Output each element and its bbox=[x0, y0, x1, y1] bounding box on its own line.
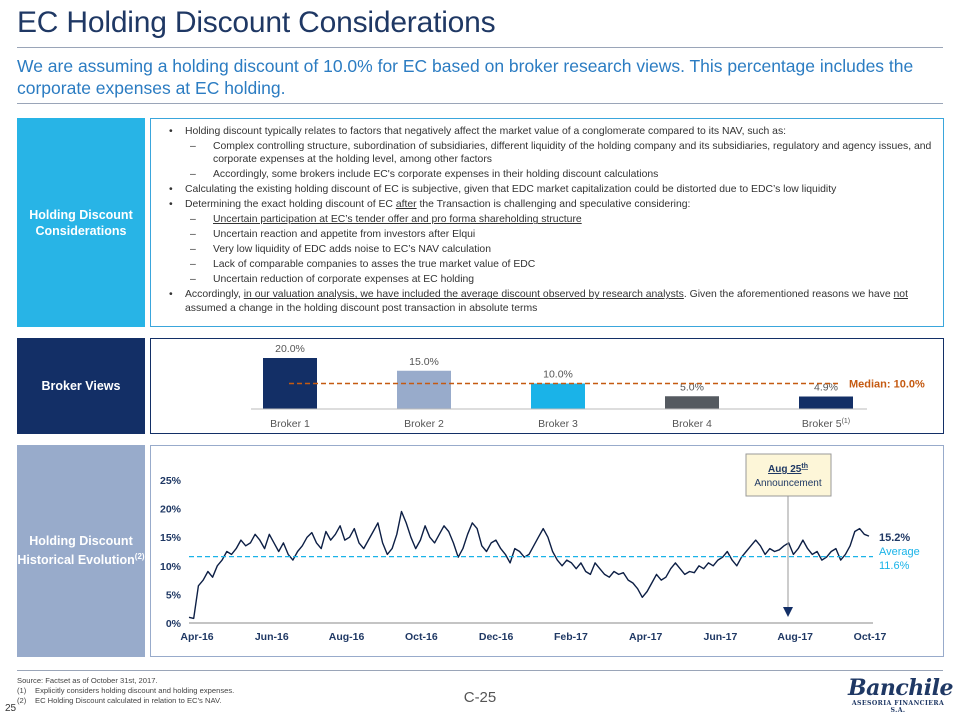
logo-name: Banchile bbox=[848, 675, 953, 701]
bar-value-label: 10.0% bbox=[543, 369, 573, 381]
sub-bullet-item: Uncertain reduction of corporate expense… bbox=[165, 273, 933, 287]
bullet-text: Determining the exact holding discount o… bbox=[185, 199, 396, 211]
y-tick-label: 15% bbox=[160, 532, 182, 544]
considerations-list: Holding discount typically relates to fa… bbox=[165, 125, 933, 315]
sub-bullet-item: Very low liquidity of EDC adds noise to … bbox=[165, 243, 933, 257]
bar-5 bbox=[799, 396, 853, 409]
x-tick-label: Apr-16 bbox=[180, 631, 213, 643]
bar-value-label: 4.9% bbox=[814, 382, 838, 394]
historical-panel: 0% 5% 10% 15% 20% 25% Apr-16 Jun-16 Aug-16 Oct-16… bbox=[150, 445, 944, 657]
bar-category-label: Broker 2 bbox=[404, 418, 444, 430]
bar-4 bbox=[665, 396, 719, 409]
sub-bullet-item: Uncertain reaction and appetite from inv… bbox=[165, 228, 933, 242]
footer-divider bbox=[17, 670, 943, 671]
x-tick-label: Apr-17 bbox=[629, 631, 662, 643]
last-value-label: 15.2% bbox=[879, 532, 910, 544]
announcement-date: Aug 25th bbox=[768, 463, 808, 475]
bullet-text: Accordingly, bbox=[185, 289, 244, 301]
broker-bar-chart: 20.0%Broker 115.0%Broker 210.0%Broker 35… bbox=[251, 343, 925, 430]
page-number: 25 bbox=[5, 703, 17, 714]
bullet-item: Determining the exact holding discount o… bbox=[165, 198, 933, 212]
historical-line-chart: 0% 5% 10% 15% 20% 25% Apr-16 Jun-16 Aug-16 Oct-16… bbox=[160, 453, 920, 643]
x-tick-label: Jun-16 bbox=[255, 631, 289, 643]
x-tick-label: Feb-17 bbox=[554, 631, 588, 643]
bar-value-label: 20.0% bbox=[275, 343, 305, 355]
y-tick-label: 25% bbox=[160, 475, 182, 487]
bullet-item: Holding discount typically relates to fa… bbox=[165, 125, 933, 139]
bar-value-label: 15.0% bbox=[409, 356, 439, 368]
historical-label-main: Holding Discount Historical Evolution bbox=[17, 534, 135, 568]
footnote-number: (1) bbox=[17, 686, 27, 695]
average-label: Average bbox=[879, 546, 920, 558]
considerations-label-text: Holding Discount Considerations bbox=[29, 207, 133, 238]
footnote-number: (2) bbox=[17, 696, 27, 705]
average-value-label: 11.6% bbox=[879, 560, 910, 572]
y-tick-label: 5% bbox=[166, 589, 182, 601]
footnote-text: EC Holding Discount calculated in relati… bbox=[35, 696, 222, 705]
historical-label-text: Holding Discount Historical Evolution(2) bbox=[17, 533, 145, 568]
announcement-callout bbox=[745, 453, 832, 497]
bar-category-label: Broker 5(1) bbox=[802, 418, 850, 430]
y-tick-label: 0% bbox=[166, 618, 182, 630]
bar-category-label: Broker 1 bbox=[270, 418, 310, 430]
broker-label-text: Broker Views bbox=[41, 379, 121, 393]
page-title: EC Holding Discount Considerations bbox=[17, 6, 496, 39]
bullet-text-underlined: in our valuation analysis, we have inclu… bbox=[243, 289, 684, 301]
sub-bullet-item: Uncertain participation at EC’s tender o… bbox=[165, 213, 933, 227]
bullet-item: Calculating the existing holding discoun… bbox=[165, 183, 933, 197]
median-label: Median: 10.0% bbox=[849, 379, 925, 391]
bar-2 bbox=[397, 370, 451, 409]
y-tick-label: 20% bbox=[160, 504, 182, 516]
sub-bullet-item: Accordingly, some brokers include EC's c… bbox=[165, 168, 933, 182]
footnote-1: (1) Explicitly considers holding discount… bbox=[17, 686, 234, 696]
logo-subtitle: ASESORIA FINANCIERA S.A. bbox=[851, 700, 945, 714]
considerations-section-label: Holding Discount Considerations bbox=[17, 118, 145, 327]
x-tick-label: Oct-16 bbox=[405, 631, 438, 643]
broker-section-label: Broker Views bbox=[17, 338, 145, 434]
banchile-logo: Banchile ASESORIA FINANCIERA S.A. bbox=[848, 675, 953, 714]
page-subtitle: We are assuming a holding discount of 10… bbox=[17, 56, 914, 98]
historical-section-label: Holding Discount Historical Evolution(2) bbox=[17, 445, 145, 657]
x-tick-label: Aug-16 bbox=[329, 631, 365, 643]
bullet-text: assumed a change in the holding discount… bbox=[185, 302, 538, 314]
x-tick-label: Oct-17 bbox=[854, 631, 887, 643]
footnotes: Source: Factset as of October 31st, 2017… bbox=[17, 676, 234, 706]
historical-label-note: (2) bbox=[134, 552, 145, 562]
x-tick-label: Aug-17 bbox=[777, 631, 813, 643]
announcement-label: Announcement bbox=[754, 478, 821, 489]
title-divider bbox=[17, 47, 943, 48]
y-tick-label: 10% bbox=[160, 561, 182, 573]
footnote-text: Explicitly considers holding discount an… bbox=[35, 686, 235, 695]
subtitle-divider bbox=[17, 103, 943, 104]
footnote-2: (2) EC Holding Discount calculated in rel… bbox=[17, 696, 234, 706]
sub-bullet-item: Complex controlling structure, subordina… bbox=[165, 140, 933, 167]
bullet-text: the Transaction is challenging and specu… bbox=[416, 199, 691, 211]
source-note: Source: Factset as of October 31st, 2017… bbox=[17, 676, 158, 685]
page-code: C-25 bbox=[463, 689, 497, 706]
bar-category-label: Broker 4 bbox=[672, 418, 712, 430]
holding-discount-line bbox=[188, 510, 870, 620]
bullet-text: . Given the aforementioned reasons we ha… bbox=[683, 289, 894, 301]
considerations-panel: Holding discount typically relates to fa… bbox=[150, 118, 944, 327]
bullet-item: Accordingly, in our valuation analysis, … bbox=[165, 288, 933, 315]
bullet-text-underlined: not bbox=[893, 289, 908, 301]
bar-3 bbox=[531, 383, 585, 409]
sub-bullet-item: Lack of comparable companies to asses th… bbox=[165, 258, 933, 272]
announcement-arrow-icon bbox=[783, 607, 793, 617]
bar-category-label: Broker 3 bbox=[538, 418, 578, 430]
bullet-text-underlined: after bbox=[395, 199, 417, 211]
x-tick-label: Jun-17 bbox=[704, 631, 738, 643]
x-tick-label: Dec-16 bbox=[479, 631, 514, 643]
